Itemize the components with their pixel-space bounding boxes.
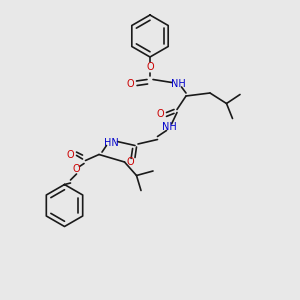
Text: O: O: [146, 62, 154, 73]
Text: O: O: [127, 157, 134, 167]
Text: O: O: [127, 79, 134, 89]
Text: O: O: [67, 149, 74, 160]
Text: O: O: [73, 164, 80, 175]
Text: NH: NH: [162, 122, 177, 133]
Text: NH: NH: [171, 79, 186, 89]
Text: O: O: [157, 109, 164, 119]
Text: HN: HN: [103, 137, 118, 148]
